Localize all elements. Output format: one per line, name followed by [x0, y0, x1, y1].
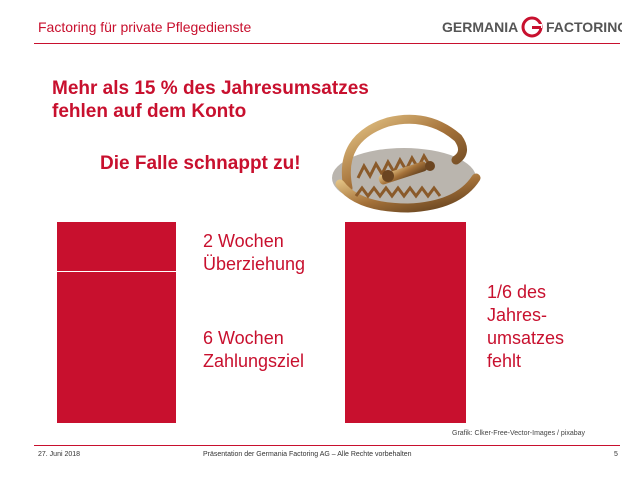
footer-copyright: Präsentation der Germania Factoring AG –… [203, 451, 412, 458]
payment-term-block [57, 272, 176, 423]
headline-line-1: Mehr als 15 % des Jahresumsatzes [52, 78, 369, 99]
bear-trap-illustration [332, 114, 481, 213]
logo-g-icon [521, 16, 543, 38]
payment-term-label: 6 Wochen Zahlungsziel [203, 328, 305, 371]
overdraft-label: 2 Wochen Überziehung [203, 231, 306, 274]
missing-revenue-label: 1/6 des Jahres- umsatzes fehlt [487, 282, 565, 371]
svg-text:GERMANIA: GERMANIA [442, 19, 518, 35]
overdraft-block [57, 222, 176, 271]
missing-revenue-block [345, 222, 466, 423]
footer-date: 27. Juni 2018 [38, 451, 81, 458]
slide-headline: Mehr als 15 % des Jahresumsatzes fehlen … [52, 77, 452, 123]
svg-text:FACTORING: FACTORING [546, 19, 622, 35]
slide-subline: Die Falle schnappt zu! [100, 153, 301, 174]
germania-factoring-logo: GERMANIA FACTORING [442, 16, 622, 38]
headline-line-2: fehlen auf dem Konto [52, 101, 247, 122]
image-credit: Grafik: Clker-Free-Vector-Images / pixab… [452, 430, 586, 437]
page-number: 5 [614, 451, 618, 458]
header-title: Factoring für private Pflegedienste [38, 19, 252, 35]
header-divider [34, 43, 620, 44]
footer-divider [34, 445, 620, 446]
